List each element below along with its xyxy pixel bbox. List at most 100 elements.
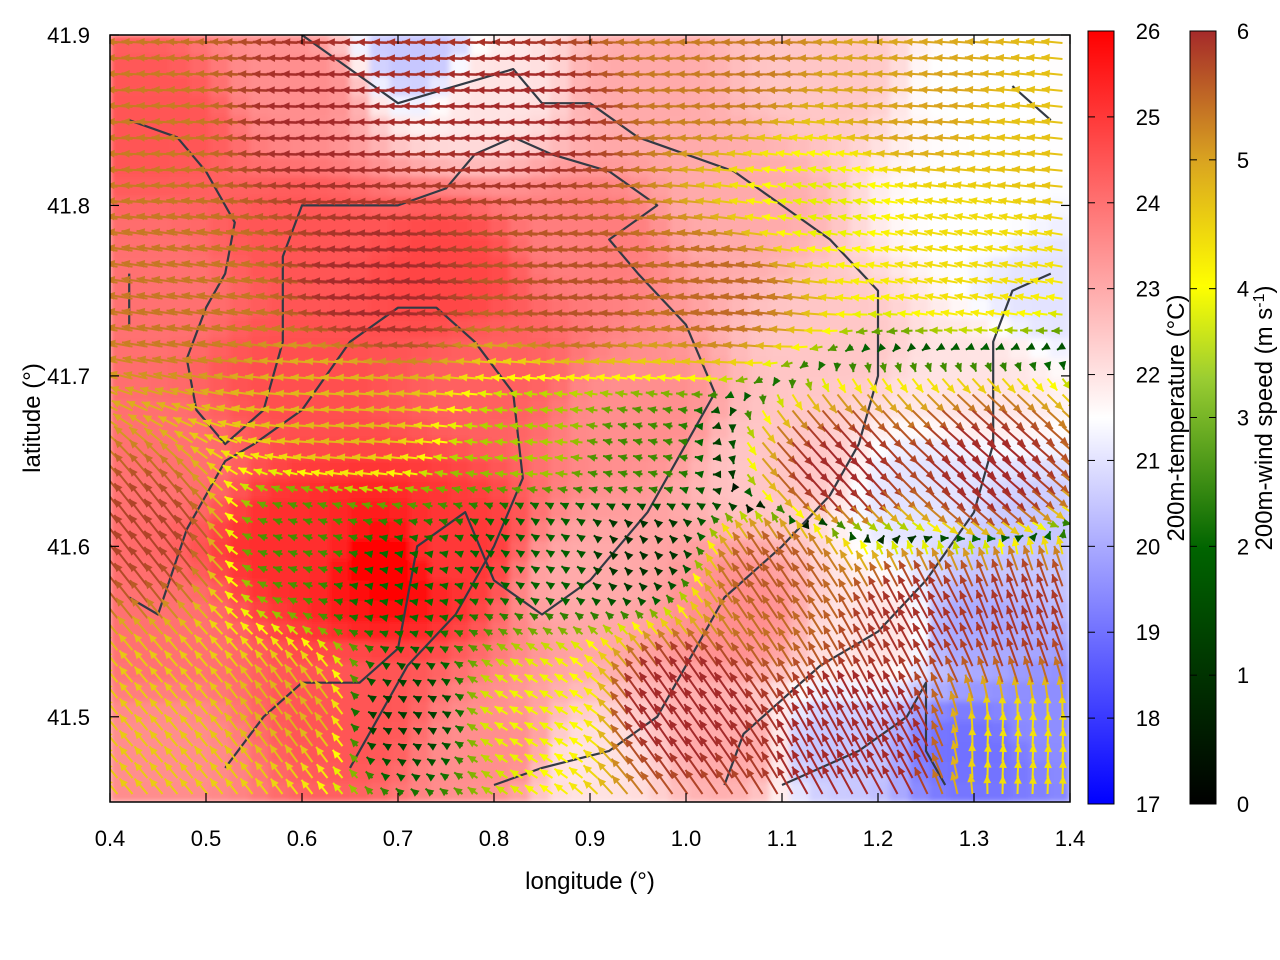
heatmap-cell: [629, 35, 651, 56]
heatmap-cell: [429, 720, 451, 742]
x-tick-label: 1.4: [1055, 826, 1086, 851]
heatmap-cell: [409, 35, 431, 56]
heatmap-cell: [909, 155, 931, 177]
heatmap-cell: [349, 660, 371, 682]
heatmap-cell: [1049, 155, 1070, 177]
heatmap-cell: [409, 498, 431, 520]
heatmap-cell: [149, 35, 171, 56]
heatmap-cell: [529, 256, 551, 278]
heatmap-cell: [509, 498, 531, 520]
heatmap-cell: [209, 357, 231, 379]
heatmap-cell: [1049, 115, 1070, 137]
heatmap-cell: [569, 539, 591, 561]
heatmap-cell: [609, 559, 631, 581]
heatmap-cell: [110, 74, 131, 97]
heatmap-cell: [889, 115, 911, 137]
heatmap-cell: [349, 418, 371, 440]
heatmap-cell: [489, 337, 511, 359]
heatmap-cell: [229, 296, 251, 319]
heatmap-cell: [409, 54, 431, 76]
heatmap-cell: [349, 236, 371, 258]
heatmap-cell: [349, 438, 371, 460]
heatmap-cell: [449, 579, 471, 601]
heatmap-cell: [509, 115, 531, 137]
heatmap-cell: [309, 640, 331, 662]
heatmap-cell: [110, 458, 131, 480]
heatmap-cell: [909, 660, 931, 682]
heatmap-cell: [569, 498, 591, 520]
heatmap-cell: [389, 337, 411, 359]
heatmap-cell: [329, 317, 351, 339]
temperature-colorbar-tick-label: 24: [1136, 191, 1160, 216]
heatmap-cell: [229, 781, 251, 802]
heatmap-cell: [289, 236, 311, 258]
heatmap-cell: [349, 256, 371, 278]
heatmap-cell: [529, 559, 551, 581]
heatmap-cell: [869, 317, 891, 339]
heatmap-cell: [1049, 74, 1070, 97]
heatmap-cell: [129, 74, 151, 97]
heatmap-cell: [609, 74, 631, 97]
heatmap-cell: [309, 539, 331, 561]
heatmap-cell: [149, 660, 171, 682]
heatmap-cell: [110, 54, 131, 76]
heatmap-cell: [949, 317, 971, 339]
heatmap-cell: [369, 559, 391, 581]
heatmap-cell: [149, 720, 171, 742]
heatmap-cell: [189, 579, 211, 601]
heatmap-cell: [469, 377, 491, 399]
heatmap-cell: [549, 54, 571, 76]
heatmap-cell: [569, 700, 591, 722]
heatmap-cell: [389, 155, 411, 177]
heatmap-cell: [409, 579, 431, 601]
heatmap-cell: [549, 539, 571, 561]
heatmap-cell: [409, 377, 431, 399]
heatmap-cell: [629, 458, 651, 480]
heatmap-cell: [229, 337, 251, 359]
heatmap-cell: [309, 700, 331, 722]
heatmap-cell: [229, 377, 251, 399]
heatmap-cell: [289, 377, 311, 399]
heatmap-cell: [509, 195, 531, 218]
heatmap-cell: [129, 640, 151, 662]
heatmap-cell: [769, 115, 791, 137]
heatmap-cell: [529, 700, 551, 722]
heatmap-cell: [749, 458, 771, 480]
heatmap-cell: [529, 397, 551, 419]
heatmap-cell: [249, 74, 271, 97]
heatmap-cell: [689, 458, 711, 480]
heatmap-cell: [389, 35, 411, 56]
heatmap-cell: [529, 115, 551, 137]
heatmap-cell: [629, 377, 651, 399]
heatmap-cell: [649, 337, 671, 359]
heatmap-cell: [349, 155, 371, 177]
heatmap-cell: [609, 458, 631, 480]
heatmap-cell: [349, 539, 371, 561]
heatmap-cell: [349, 54, 371, 76]
heatmap-cell: [629, 559, 651, 581]
heatmap-cell: [829, 115, 851, 137]
heatmap-cell: [329, 720, 351, 742]
heatmap-cell: [249, 337, 271, 359]
heatmap-cell: [589, 518, 611, 541]
heatmap-cell: [449, 458, 471, 480]
heatmap-cell: [369, 498, 391, 520]
heatmap-cell: [689, 498, 711, 520]
heatmap-cell: [409, 619, 431, 642]
heatmap-cell: [489, 115, 511, 137]
heatmap-cell: [369, 619, 391, 642]
heatmap-cell: [189, 35, 211, 56]
heatmap-cell: [349, 74, 371, 97]
heatmap-cell: [249, 54, 271, 76]
temperature-colorbar-tick-label: 21: [1136, 448, 1160, 473]
heatmap-cell: [569, 236, 591, 258]
wind-colorbar-tick-label: 0: [1237, 792, 1249, 817]
heatmap-cell: [669, 54, 691, 76]
heatmap-cell: [769, 74, 791, 97]
heatmap-cell: [429, 438, 451, 460]
heatmap-cell: [649, 397, 671, 419]
heatmap-cell: [829, 317, 851, 339]
heatmap-cell: [169, 155, 191, 177]
heatmap-cell: [289, 135, 311, 157]
heatmap-cell: [569, 397, 591, 419]
